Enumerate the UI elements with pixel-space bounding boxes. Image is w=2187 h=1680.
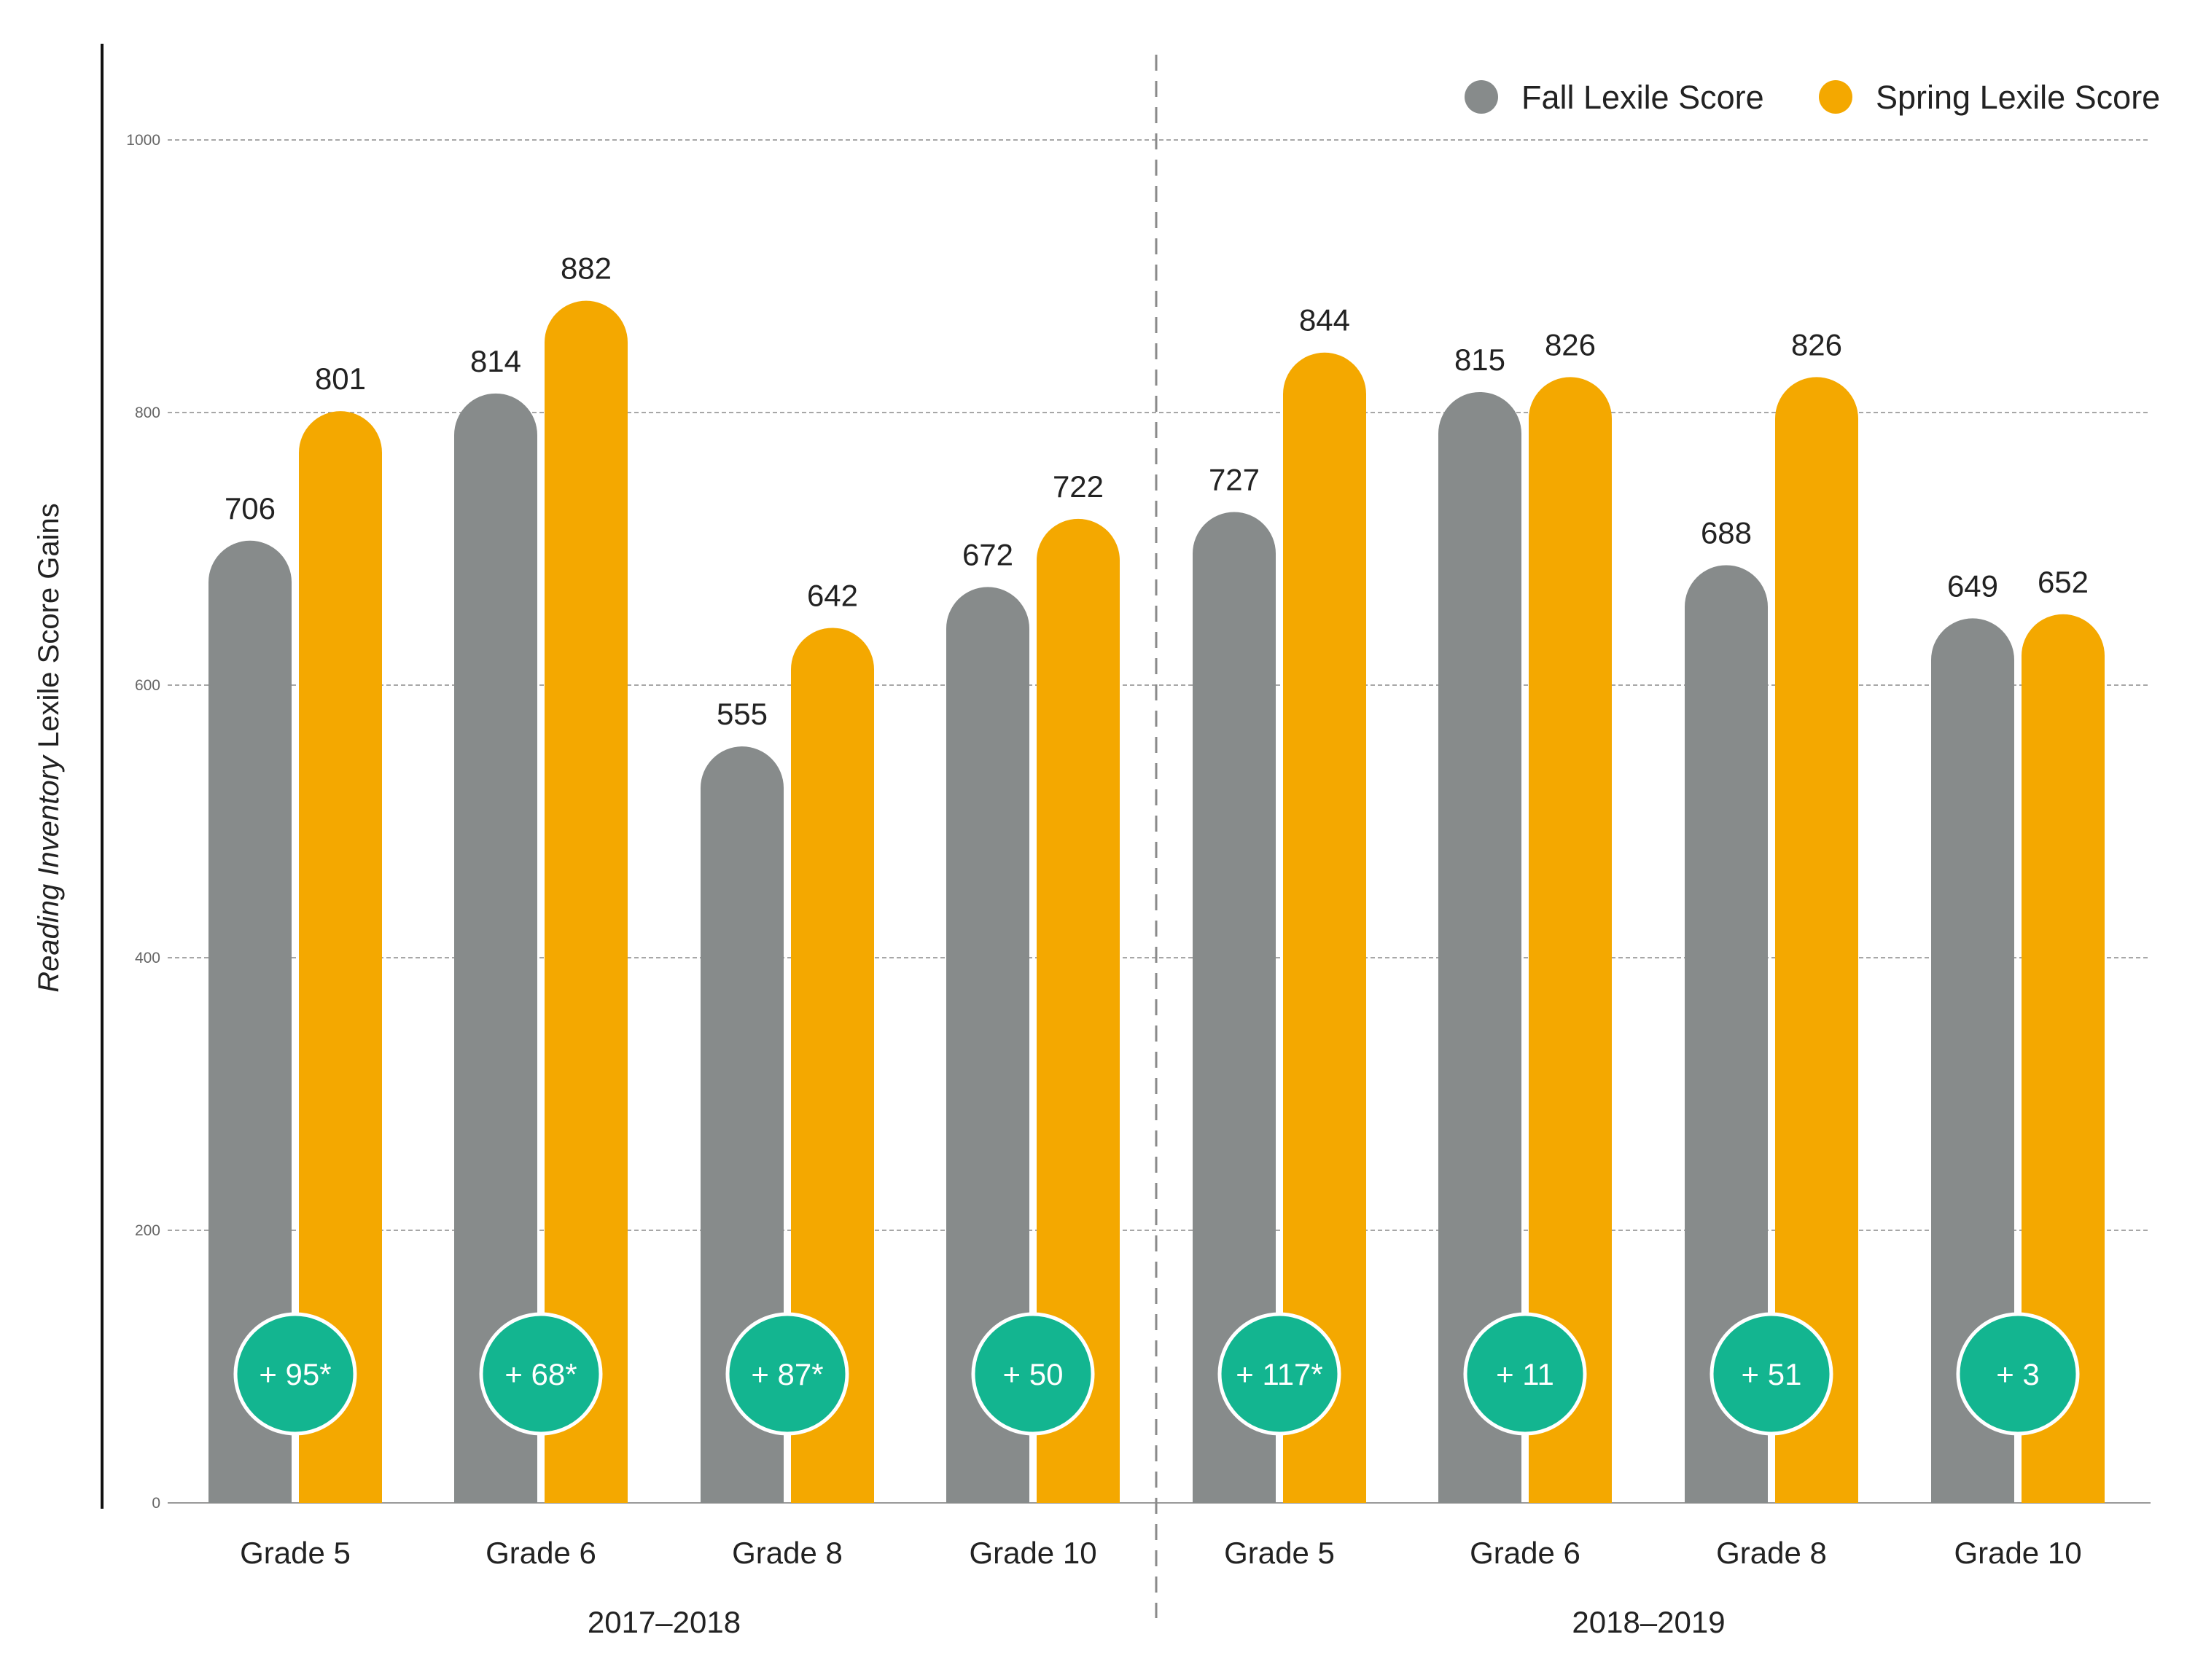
value-label-fall: 688 — [1701, 515, 1752, 550]
bar-spring — [1529, 377, 1612, 1503]
bar-fall — [1931, 618, 2014, 1503]
value-label-spring: 844 — [1299, 303, 1350, 337]
category-label: Grade 6 — [1470, 1536, 1580, 1570]
bar-spring — [545, 300, 628, 1504]
group-label: 2018–2019 — [1572, 1605, 1725, 1639]
y-tick-label: 200 — [135, 1222, 160, 1239]
gain-badge — [971, 1312, 1095, 1436]
gain-label: + 117* — [1236, 1357, 1323, 1391]
bar-spring — [791, 628, 874, 1503]
bar-spring — [1283, 352, 1366, 1504]
category-label: Grade 10 — [1954, 1536, 2081, 1570]
y-axis-label: Reading Inventory Lexile Score Gains — [33, 503, 65, 993]
category-label: Grade 5 — [1224, 1536, 1335, 1570]
value-label-spring: 801 — [315, 362, 366, 396]
gain-badge — [1710, 1312, 1833, 1436]
bar-fall — [946, 587, 1029, 1503]
gain-label: + 68* — [504, 1357, 577, 1391]
gain-badge — [1956, 1312, 2080, 1436]
bar-fall — [701, 746, 784, 1503]
bar-fall — [1685, 565, 1768, 1504]
bar-spring — [2022, 614, 2105, 1503]
y-tick-label: 800 — [135, 405, 160, 421]
y-axis-label-rest: Lexile Score Gains — [33, 503, 65, 748]
bar-spring — [1775, 377, 1858, 1503]
gain-label: + 11 — [1496, 1357, 1554, 1391]
value-label-spring: 722 — [1053, 469, 1104, 504]
value-label-spring: 826 — [1545, 327, 1596, 362]
value-label-fall: 555 — [717, 697, 768, 731]
category-label: Grade 6 — [486, 1536, 596, 1570]
bar-spring — [299, 411, 382, 1503]
y-tick-label: 600 — [135, 677, 160, 694]
category-label: Grade 8 — [1716, 1536, 1827, 1570]
bar-fall — [454, 393, 537, 1503]
bar-fall — [1438, 391, 1521, 1504]
y-tick-label: 400 — [135, 950, 160, 966]
gain-badge — [725, 1312, 849, 1436]
y-tick-label: 1000 — [126, 132, 160, 149]
legend-swatch — [1465, 80, 1498, 114]
value-label-spring: 826 — [1791, 327, 1842, 362]
category-label: Grade 5 — [240, 1536, 351, 1570]
y-axis-label-italic: Reading Inventory — [33, 754, 65, 993]
value-label-fall: 672 — [962, 537, 1013, 571]
gain-label: + 50 — [1003, 1357, 1064, 1391]
legend-label: Fall Lexile Score — [1521, 79, 1764, 116]
bar-fall — [208, 540, 292, 1503]
gain-badge — [1217, 1312, 1341, 1436]
gain-label: + 3 — [1996, 1357, 2040, 1391]
group-label: 2017–2018 — [588, 1605, 741, 1639]
value-label-fall: 649 — [1947, 569, 1998, 603]
gain-badge — [233, 1312, 357, 1436]
legend: Fall Lexile Score Spring Lexile Score — [1465, 79, 2160, 116]
gain-badge — [1463, 1312, 1587, 1436]
legend-swatch — [1819, 80, 1852, 114]
labels: 0 200 400 600 800 1000 706 801 + 95* Grade 5 814 88… — [126, 132, 2089, 1639]
bars — [208, 300, 2105, 1504]
category-label: Grade 10 — [969, 1536, 1096, 1570]
value-label-fall: 815 — [1454, 343, 1505, 377]
value-label-fall: 706 — [225, 491, 276, 526]
value-label-fall: 727 — [1209, 463, 1260, 497]
y-tick-label: 0 — [152, 1495, 160, 1512]
gain-label: + 87* — [751, 1357, 823, 1391]
gain-label: + 51 — [1742, 1357, 1802, 1391]
bar-fall — [1193, 512, 1276, 1503]
legend-label: Spring Lexile Score — [1876, 79, 2160, 116]
gain-label: + 95* — [259, 1357, 331, 1391]
value-label-fall: 814 — [470, 344, 521, 378]
value-label-spring: 882 — [561, 251, 612, 286]
gain-badge — [479, 1312, 603, 1436]
bar-spring — [1037, 518, 1120, 1503]
value-label-spring: 652 — [2038, 565, 2089, 599]
value-label-spring: 642 — [807, 578, 858, 612]
category-label: Grade 8 — [732, 1536, 843, 1570]
